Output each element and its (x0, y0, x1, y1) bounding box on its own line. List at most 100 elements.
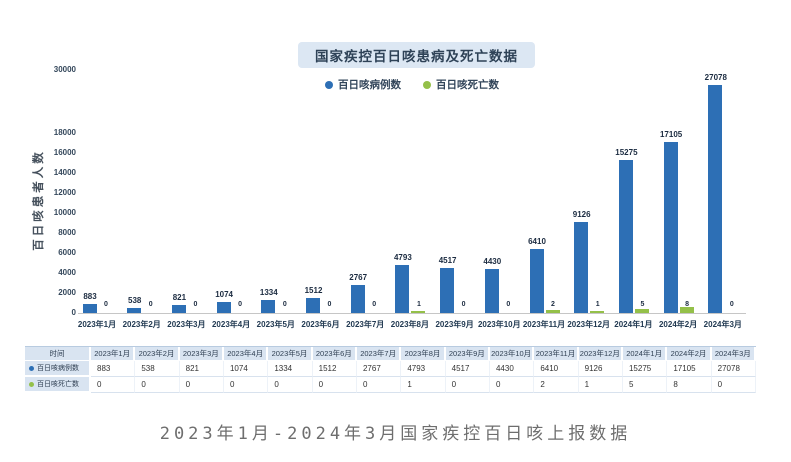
cases-value-label: 6410 (528, 236, 546, 246)
table-row-label-text: 百日咳病例数 (37, 365, 79, 372)
deaths-value-label: 0 (372, 301, 377, 308)
table-cell: 2767 (356, 361, 402, 377)
table-cell: 1 (401, 377, 446, 393)
deaths-row-dot (29, 381, 34, 387)
table-cell: 5 (622, 377, 668, 393)
table-cell: 0 (445, 377, 490, 393)
y-axis-tick: 4000 (58, 268, 76, 277)
cases-value-label: 2767 (349, 273, 368, 283)
legend-label: 百日咳病例数 (338, 79, 401, 91)
table-cell: 4430 (489, 361, 535, 377)
deaths-value-label: 0 (729, 301, 734, 308)
table-cell: 0 (489, 377, 535, 393)
x-axis-label: 2023年1月 (77, 320, 117, 329)
cases-bar (574, 221, 589, 313)
cases-bar (82, 304, 97, 313)
cases-legend-dot (325, 80, 333, 89)
legend-label: 百日咳死亡数 (436, 79, 499, 91)
cases-bar (350, 285, 365, 313)
table-cell: 9126 (578, 361, 623, 377)
figure-caption: 2023年1月-2024年3月国家疾控百日咳上报数据 (159, 424, 632, 444)
y-axis-tick: 30000 (53, 65, 76, 74)
cases-value-label: 15275 (615, 148, 638, 158)
table-column-header: 2023年6月 (312, 347, 357, 361)
table-cell: 883 (91, 361, 136, 377)
x-axis-label: 2023年7月 (346, 320, 385, 329)
cases-value-label: 4517 (438, 255, 457, 265)
table-cell: 27078 (711, 361, 756, 377)
deaths-bar (411, 310, 426, 313)
x-axis-label: 2023年2月 (122, 320, 161, 329)
cases-value-label: 538 (128, 295, 142, 305)
chart-title: 国家疾控百日咳患病及死亡数据 (315, 49, 518, 64)
legend-item-0: 百日咳病例数 (325, 77, 401, 92)
cases-value-label: 4430 (483, 256, 502, 266)
cases-bar (171, 304, 186, 313)
table-column-header: 2023年3月 (179, 347, 224, 361)
table-column-header: 2023年8月 (401, 347, 446, 361)
x-axis-label: 2023年4月 (211, 320, 251, 329)
table-corner-cell: 时间 (25, 347, 91, 361)
x-axis-label: 2023年3月 (167, 320, 206, 329)
deaths-value-label: 1 (416, 301, 421, 308)
table-cell: 8 (667, 377, 712, 393)
cases-value-label: 9126 (572, 209, 591, 219)
x-axis-label: 2023年10月 (477, 320, 521, 329)
y-axis-tick: 14000 (53, 168, 76, 177)
table-cell: 538 (135, 361, 180, 377)
table-column-header: 2023年2月 (135, 347, 180, 361)
x-axis-label: 2023年5月 (256, 320, 295, 329)
deaths-value-label: 0 (193, 301, 198, 308)
cases-value-label: 4793 (393, 253, 412, 263)
y-axis-tick: 16000 (53, 148, 76, 157)
cases-value-label: 1512 (304, 285, 323, 295)
deaths-bar (679, 307, 694, 313)
cases-bar (663, 141, 678, 313)
x-axis-label: 2024年1月 (614, 320, 653, 329)
table-row-label: 百日咳死亡数 (25, 377, 91, 393)
cases-bar (395, 265, 410, 313)
deaths-value-label: 0 (327, 301, 332, 308)
table-row-label: 百日咳病例数 (25, 361, 91, 377)
table-cell: 1074 (223, 361, 269, 377)
table-cell: 0 (711, 377, 756, 393)
table-cell: 1334 (268, 361, 313, 377)
table-cell: 0 (135, 377, 180, 393)
cases-value-label: 17105 (659, 129, 683, 139)
deaths-value-label: 0 (461, 301, 466, 308)
table-cell: 0 (312, 377, 357, 393)
x-axis-label: 2023年12月 (567, 320, 611, 329)
y-axis-tick: 0 (71, 308, 76, 317)
deaths-value-label: 0 (238, 301, 243, 308)
cases-bar (216, 302, 231, 313)
y-axis-tick: 10000 (53, 208, 76, 217)
deaths-bar (634, 308, 649, 313)
deaths-bar (545, 310, 560, 313)
deaths-value-label: 0 (506, 301, 511, 308)
table-column-header: 2023年12月 (578, 347, 623, 361)
table-column-header: 2023年9月 (445, 347, 490, 361)
table-column-header: 2024年1月 (622, 347, 668, 361)
cases-bar (306, 297, 320, 313)
cases-value-label: 883 (83, 292, 97, 302)
x-axis-label: 2023年6月 (301, 320, 340, 329)
deaths-value-label: 2 (551, 301, 555, 308)
cases-row-dot (29, 365, 34, 371)
table-column-header: 2023年4月 (223, 347, 269, 361)
x-axis-line (78, 313, 746, 314)
table-cell: 0 (356, 377, 402, 393)
table-cell: 0 (268, 377, 313, 393)
table-column-header: 2023年7月 (356, 347, 402, 361)
y-axis-tick: 8000 (58, 228, 76, 237)
table-cell: 821 (179, 361, 224, 377)
table-column-header: 2024年3月 (711, 347, 756, 361)
deaths-value-label: 0 (282, 301, 287, 308)
x-axis-label: 2024年3月 (703, 320, 742, 329)
x-axis-label: 2023年11月 (522, 320, 566, 329)
cases-bar (484, 268, 499, 313)
cases-bar (529, 248, 544, 313)
cases-bar (127, 307, 142, 313)
table-column-header: 2023年5月 (268, 347, 313, 361)
deaths-value-label: 1 (595, 301, 600, 308)
chart-title-box: 国家疾控百日咳患病及死亡数据 (298, 42, 535, 68)
